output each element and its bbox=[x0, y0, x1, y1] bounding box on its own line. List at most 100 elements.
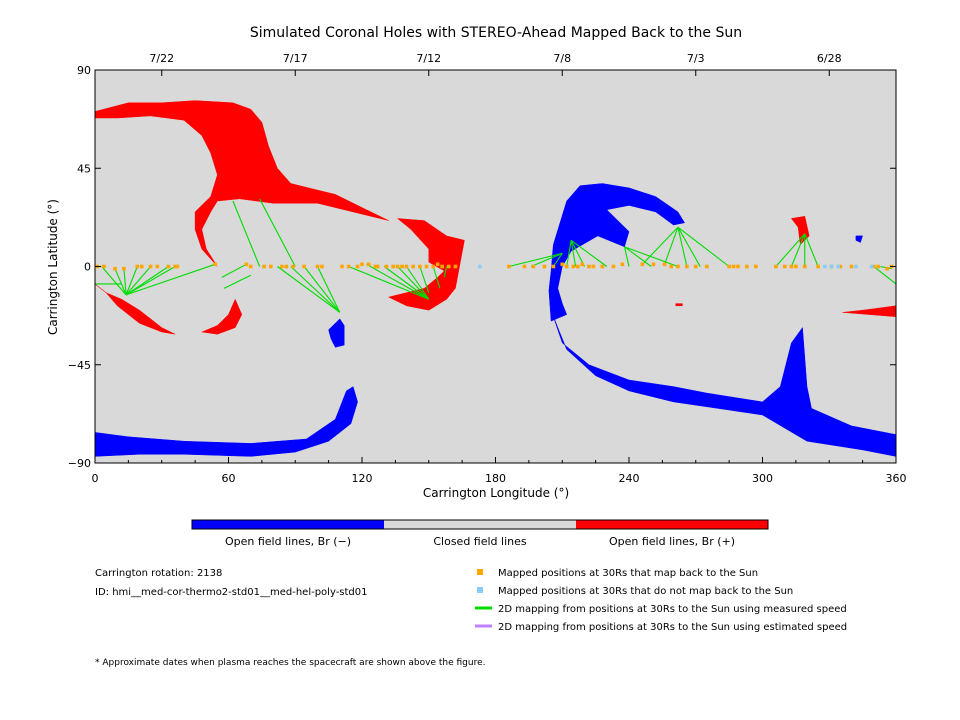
mapping-line-measured bbox=[223, 274, 251, 289]
mapping-line-measured bbox=[570, 240, 577, 267]
mapping-line-measured bbox=[125, 266, 169, 296]
mapped-back-point bbox=[560, 262, 565, 267]
mapped-back-point bbox=[507, 264, 511, 269]
mapped-back-point bbox=[340, 264, 344, 269]
mapped-back-point bbox=[640, 262, 645, 267]
mapped-back-point bbox=[418, 264, 422, 269]
mapping-line-measured bbox=[317, 266, 341, 313]
legend-label: 2D mapping from positions at 30Rs to the… bbox=[498, 622, 847, 633]
mapped-back-point bbox=[155, 264, 160, 269]
top-date-label: 6/28 bbox=[817, 52, 842, 65]
mapped-back-point bbox=[849, 264, 854, 269]
y-axis-label: Carrington Latitude (°) bbox=[46, 199, 60, 335]
mapped-back-point bbox=[113, 266, 117, 271]
mapping-line-measured bbox=[552, 253, 563, 267]
mapped-back-point bbox=[542, 264, 547, 269]
mapping-line-measured bbox=[123, 268, 127, 295]
mapped-back-point bbox=[651, 262, 656, 267]
y-tick-label: −90 bbox=[68, 457, 91, 470]
mapped-back-point bbox=[676, 264, 680, 269]
mapped-back-point bbox=[173, 264, 177, 269]
coronal-hole-negative bbox=[94, 386, 358, 457]
mapped-back-point bbox=[375, 264, 380, 269]
mapped-back-point bbox=[360, 262, 364, 267]
mapped-back-point bbox=[754, 264, 758, 269]
mapped-back-point bbox=[871, 264, 876, 269]
mapped-back-point bbox=[453, 264, 458, 269]
chart-title: Simulated Coronal Holes with STEREO-Ahea… bbox=[250, 25, 742, 41]
mapping-line-measured bbox=[348, 265, 429, 300]
top-date-label: 7/22 bbox=[149, 52, 174, 65]
x-tick-label: 360 bbox=[886, 472, 907, 485]
mapping-line-measured bbox=[508, 252, 563, 268]
mapped-back-point bbox=[576, 264, 580, 269]
mapping-line-measured bbox=[624, 246, 652, 267]
mapped-back-point bbox=[731, 264, 736, 269]
coronal-hole-negative bbox=[855, 235, 863, 243]
mapping-line-measured bbox=[277, 266, 341, 313]
mapping-line-measured bbox=[677, 226, 701, 267]
carrington-rotation-text: Carrington rotation: 2138 bbox=[95, 568, 222, 579]
mapped-back-point bbox=[600, 264, 605, 269]
mapped-back-point bbox=[411, 264, 415, 269]
mapped-back-point bbox=[611, 264, 616, 269]
mapping-lines-layer bbox=[95, 198, 897, 313]
coronal-hole-positive bbox=[200, 298, 243, 335]
mapped-back-point bbox=[122, 266, 126, 271]
y-tick-label: 0 bbox=[84, 261, 91, 274]
mapped-back-point bbox=[693, 264, 698, 269]
mapping-line-measured bbox=[530, 252, 563, 268]
mapped-back-point bbox=[551, 264, 556, 269]
mapping-line-measured bbox=[383, 266, 430, 300]
colorbar-frame bbox=[191, 519, 769, 530]
mapped-back-point bbox=[400, 264, 404, 269]
mapped-back-point bbox=[774, 264, 778, 269]
mapped-back-point bbox=[280, 264, 284, 269]
mapped-back-point bbox=[794, 264, 798, 269]
mapping-line-measured bbox=[101, 266, 127, 296]
colorbar-segment bbox=[384, 520, 576, 529]
mapping-line-measured bbox=[677, 227, 688, 267]
coronal-hole-positive bbox=[387, 218, 465, 311]
mapped-back-point bbox=[320, 264, 324, 269]
mapped-back-point bbox=[302, 264, 306, 269]
legend: Mapped positions at 30Rs that map back t… bbox=[475, 568, 847, 633]
mapping-line-measured bbox=[125, 266, 138, 296]
mapping-line-measured bbox=[259, 198, 296, 267]
y-tick-label: −45 bbox=[68, 359, 91, 372]
mapped-back-point bbox=[366, 262, 371, 267]
model-id-text: ID: hmi__med-cor-thermo2-std01__med-hel-… bbox=[95, 587, 368, 598]
mapped-back-point bbox=[395, 264, 400, 269]
mapped-back-point bbox=[384, 264, 389, 269]
mapped-back-point bbox=[446, 264, 451, 269]
mapping-line-measured bbox=[804, 233, 819, 267]
mapping-line-measured bbox=[641, 226, 679, 265]
footnote: * Approximate dates when plasma reaches … bbox=[95, 658, 486, 668]
mapped-back-point bbox=[148, 264, 153, 269]
mapped-back-point bbox=[262, 264, 266, 269]
mapping-line-measured bbox=[664, 227, 679, 265]
x-tick-label: 240 bbox=[619, 472, 640, 485]
x-tick-label: 180 bbox=[485, 472, 506, 485]
mapping-line-measured bbox=[290, 266, 341, 313]
mapped-back-point bbox=[564, 264, 569, 269]
mapped-back-point bbox=[685, 264, 689, 269]
mapping-line-measured bbox=[303, 266, 341, 313]
top-date-label: 7/12 bbox=[416, 52, 441, 65]
mapped-back-point bbox=[620, 262, 625, 267]
mapped-back-point bbox=[391, 264, 395, 269]
mapped-back-point bbox=[404, 264, 409, 269]
mapped-back-point bbox=[135, 264, 140, 269]
mapped-back-point bbox=[440, 264, 444, 269]
top-date-label: 7/3 bbox=[687, 52, 705, 65]
mapping-line-measured bbox=[570, 240, 585, 267]
mapped-back-point bbox=[166, 264, 171, 269]
not-mapped-point bbox=[829, 264, 834, 269]
mapping-line-measured bbox=[790, 233, 806, 267]
coronal-hole-negative bbox=[548, 183, 686, 322]
mapped-back-point bbox=[745, 264, 749, 269]
mapping-line-measured bbox=[366, 263, 430, 300]
legend-marker-square bbox=[477, 587, 483, 593]
legend-label: 2D mapping from positions at 30Rs to the… bbox=[498, 604, 847, 615]
mapping-line-measured bbox=[114, 268, 127, 296]
